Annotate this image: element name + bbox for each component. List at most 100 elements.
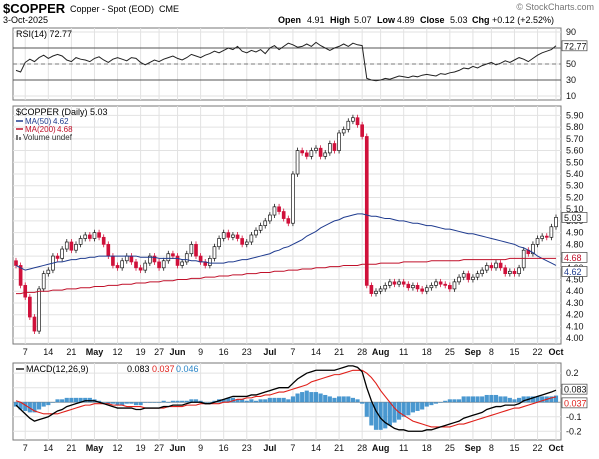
macd-histogram-bar (387, 402, 392, 426)
candle-body (152, 255, 157, 263)
macd-histogram-bar (46, 402, 51, 406)
candle-body (148, 255, 152, 264)
macd-histogram-bar (503, 396, 508, 403)
candle-body (517, 267, 521, 275)
macd-value-tag-text: 0.083 (564, 385, 587, 395)
macd-histogram-bar (470, 396, 475, 403)
price-tick-label: 4.80 (566, 239, 584, 249)
macd-histogram-bar (489, 394, 494, 403)
low-label: Low (377, 15, 396, 25)
macd-histogram-bar (18, 402, 23, 410)
candle-body (461, 273, 466, 278)
x-label-bottom: Jul (263, 443, 276, 453)
candle-body (355, 117, 360, 126)
candle-body (134, 261, 138, 269)
x-label-top: 16 (219, 347, 229, 357)
macd-histogram-bar (101, 402, 106, 403)
rsi-value-tag-box (561, 40, 588, 52)
volume-legend-name: Volume undef (23, 133, 73, 142)
candle-body (535, 238, 540, 245)
ma50-value-tag-text: 4.62 (564, 267, 582, 277)
macd-histogram-bar (429, 402, 434, 406)
watermark: © StockCharts.com (516, 2, 594, 12)
price-tick-label: 4.10 (566, 321, 584, 331)
x-label-bottom: 16 (219, 443, 229, 453)
x-label-bottom: Oct (548, 443, 563, 453)
price-legend-title: $COPPER (Daily) 5.03 (16, 107, 108, 117)
x-label-top: 9 (198, 347, 203, 357)
price-tick-label: 5.90 (566, 110, 584, 120)
macd-histogram-bar (263, 399, 268, 403)
macd-histogram-bar (32, 402, 37, 413)
macd-histogram-bar (124, 402, 129, 404)
macd-histogram-bar (129, 402, 134, 404)
macd-histogram-bar (147, 402, 152, 403)
candle-body (143, 262, 148, 271)
candle-body (97, 232, 101, 238)
candle-body (166, 253, 171, 262)
candle-body (92, 232, 97, 239)
price-panel (12, 105, 562, 345)
high-value: 5.07 (354, 15, 372, 25)
candle-body (411, 285, 415, 289)
candle-body (272, 206, 277, 216)
macd-histogram-bar (346, 396, 351, 403)
macd-histogram-bar (438, 402, 443, 403)
candle-body (401, 281, 406, 285)
macd-histogram-bar (507, 397, 512, 403)
signal-value-tag-text: 0.037 (564, 398, 587, 408)
price-tick-label: 5.10 (566, 204, 584, 214)
ma50-line (15, 213, 557, 271)
candle-body (129, 255, 134, 263)
macd-histogram-bar (466, 396, 471, 403)
x-label-top: 28 (357, 347, 367, 357)
ma200-value-tag: 4.68 (561, 252, 588, 263)
chg-label: Chg (472, 15, 490, 25)
macd-histogram-bar (23, 402, 28, 411)
x-label-bottom: 18 (422, 443, 432, 453)
candle-body (180, 261, 184, 266)
macd-histogram-bar (272, 397, 277, 403)
candle-body (184, 253, 189, 263)
x-label-top: 15 (509, 347, 519, 357)
rsi-value-tag: 72.77 (561, 40, 588, 52)
macd-histogram-bar (41, 402, 46, 407)
candle-body (235, 234, 240, 239)
macd-histogram-bar (415, 402, 420, 411)
macd-histogram-bar (115, 402, 120, 406)
candle-body (512, 270, 517, 275)
signal-value-tag: 0.037 (561, 397, 588, 408)
signal-legend-value: 0.037 (152, 364, 175, 374)
macd-histogram-bar (498, 396, 503, 403)
candle-body (540, 235, 544, 239)
macd-histogram-bar (553, 395, 559, 403)
macd-histogram-bar (249, 399, 254, 403)
symbol: $COPPER (3, 1, 66, 16)
candle-body (374, 290, 378, 294)
macd-histogram-bar (475, 396, 480, 403)
x-label-bottom: 21 (334, 443, 344, 453)
macd-histogram-bar (410, 402, 415, 413)
macd-histogram-bar (97, 400, 102, 403)
candle-body (397, 281, 401, 285)
macd-histogram-bar (267, 397, 272, 403)
candle-body (175, 255, 180, 266)
macd-histogram-bar (78, 397, 83, 403)
macd-histogram-bar (452, 399, 457, 403)
macd-histogram-bar (175, 400, 180, 403)
macd-histogram-bar (309, 392, 314, 403)
macd-histogram-bar (152, 402, 157, 403)
candle-body (37, 288, 41, 332)
macd-histogram-bar (457, 399, 462, 403)
macd-histogram-bar (143, 402, 148, 403)
candle-body (503, 267, 508, 275)
ma50-legend-value: 4.62 (53, 117, 69, 126)
candle-body (254, 229, 258, 236)
rsi-line (15, 41, 557, 82)
x-label-top: 25 (445, 347, 455, 357)
candle-body (489, 265, 494, 269)
candle-body (194, 243, 198, 257)
ma200-legend-value: 4.68 (57, 125, 73, 134)
macd-histogram-bar (378, 402, 383, 430)
